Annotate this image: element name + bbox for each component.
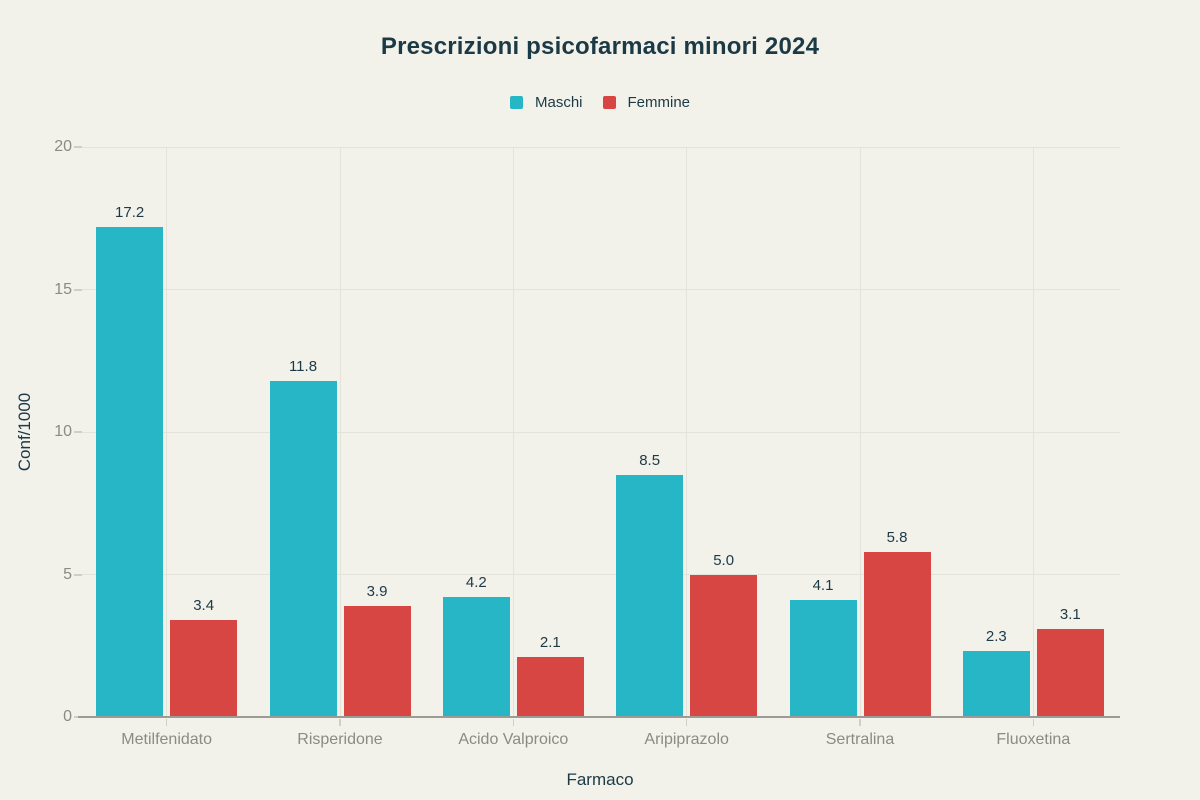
x-tick-label: Fluoxetina <box>996 731 1071 748</box>
y-tick-label: 0 <box>63 708 72 725</box>
h-gridline <box>80 146 1120 148</box>
legend-item-femmine[interactable]: Femmine <box>602 93 691 111</box>
x-tick-label: Sertralina <box>825 731 895 748</box>
bar-value-label: 4.1 <box>812 577 834 595</box>
bar-value-label: 4.2 <box>465 574 487 592</box>
bar-value-label: 3.1 <box>1059 605 1081 623</box>
bar-value-label: 2.1 <box>539 634 561 652</box>
y-tick-mark <box>74 288 82 291</box>
x-tick-label: Risperidone <box>297 731 383 748</box>
bar-value-label: 3.9 <box>366 582 388 600</box>
legend-label-maschi: Maschi <box>534 93 583 111</box>
v-gridline <box>339 147 341 717</box>
bar-maschi-metilfenidato <box>96 226 164 717</box>
chart-title: Prescrizioni psicofarmaci minori 2024 <box>380 33 820 60</box>
y-tick-mark <box>74 431 82 433</box>
v-gridline <box>1032 147 1034 717</box>
v-gridline <box>512 147 514 717</box>
h-gridline <box>80 574 1120 575</box>
x-tick-mark <box>1032 719 1035 726</box>
h-gridline <box>80 289 1120 290</box>
x-tick-label: Metilfenidato <box>121 731 213 748</box>
x-tick-mark <box>512 719 515 726</box>
bar-femmine-metilfenidato <box>170 620 238 717</box>
bar-maschi-fluoxetina <box>962 651 1030 717</box>
y-tick-mark <box>74 146 82 148</box>
x-tick-mark <box>685 719 688 726</box>
bar-maschi-risperidone <box>269 380 337 717</box>
bar-value-label: 5.0 <box>713 551 735 569</box>
bar-value-label: 3.4 <box>193 597 215 615</box>
bar-femmine-risperidone <box>343 605 411 717</box>
maschi-swatch-icon <box>509 95 523 109</box>
x-tick-label: Aripiprazolo <box>644 731 729 748</box>
bar-femmine-sertralina <box>863 551 931 717</box>
v-gridline <box>686 147 688 717</box>
bar-value-label: 8.5 <box>639 451 661 469</box>
bar-value-label: 17.2 <box>115 203 145 221</box>
x-tick-label: Acido Valproico <box>458 731 569 748</box>
bar-maschi-aripiprazolo <box>616 474 684 717</box>
femmine-swatch-icon <box>602 95 616 109</box>
y-tick-mark <box>74 573 82 576</box>
legend-item-maschi[interactable]: Maschi <box>509 93 583 111</box>
bar-value-label: 5.8 <box>886 528 908 546</box>
legend: Maschi Femmine <box>0 89 1200 115</box>
y-tick-label: 20 <box>54 138 72 155</box>
bar-femmine-aripiprazolo <box>690 574 758 717</box>
bar-femmine-fluoxetina <box>1036 628 1104 717</box>
x-tick-mark <box>339 719 341 726</box>
x-axis-title: Farmaco <box>566 770 634 789</box>
v-gridline <box>859 147 861 717</box>
v-gridline <box>166 147 168 717</box>
legend-label-femmine: Femmine <box>627 93 691 111</box>
y-tick-label: 5 <box>63 565 72 583</box>
x-tick-mark <box>859 719 861 726</box>
bar-femmine-acido-valproico <box>516 657 584 717</box>
bar-value-label: 2.3 <box>985 628 1007 646</box>
y-tick-label: 10 <box>54 423 72 440</box>
x-tick-mark <box>165 719 168 726</box>
y-tick-label: 15 <box>54 280 72 298</box>
h-gridline <box>80 431 1120 433</box>
bar-maschi-sertralina <box>789 600 857 717</box>
bar-value-label: 11.8 <box>288 357 318 375</box>
x-axis-line <box>78 716 1120 718</box>
bar-maschi-acido-valproico <box>442 597 510 717</box>
